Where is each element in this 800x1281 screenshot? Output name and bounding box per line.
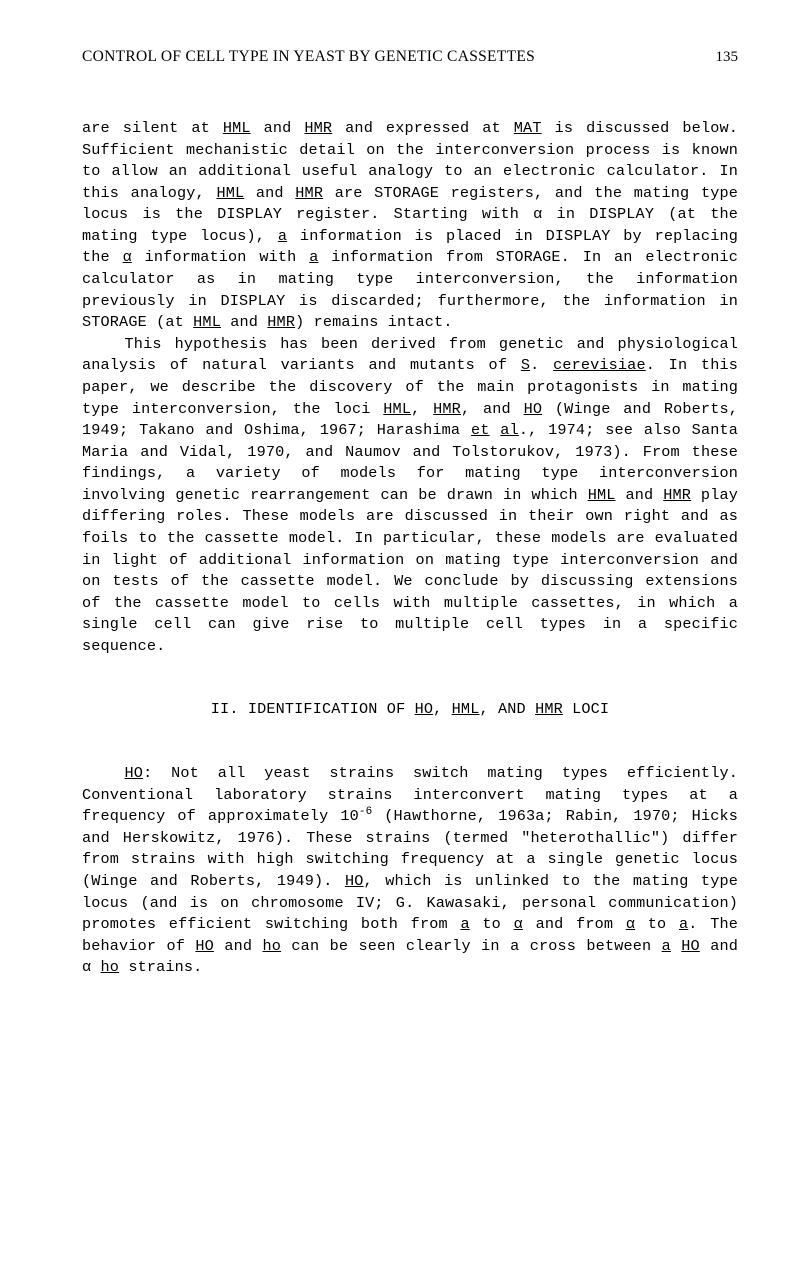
paragraph-1: are silent at HML and HMR and expressed … <box>82 118 738 334</box>
running-title: CONTROL OF CELL TYPE IN YEAST BY GENETIC… <box>82 48 535 66</box>
section-gap <box>82 657 738 699</box>
page-header: CONTROL OF CELL TYPE IN YEAST BY GENETIC… <box>82 48 738 66</box>
section-gap <box>82 721 738 763</box>
body-text: are silent at HML and HMR and expressed … <box>82 118 738 979</box>
paragraph-2: This hypothesis has been derived from ge… <box>82 334 738 658</box>
paragraph-3: HO: Not all yeast strains switch mating … <box>82 763 738 979</box>
section-heading: II. IDENTIFICATION OF HO, HML, AND HMR L… <box>82 699 738 721</box>
document-page: CONTROL OF CELL TYPE IN YEAST BY GENETIC… <box>0 0 800 1039</box>
page-number: 135 <box>716 49 739 66</box>
